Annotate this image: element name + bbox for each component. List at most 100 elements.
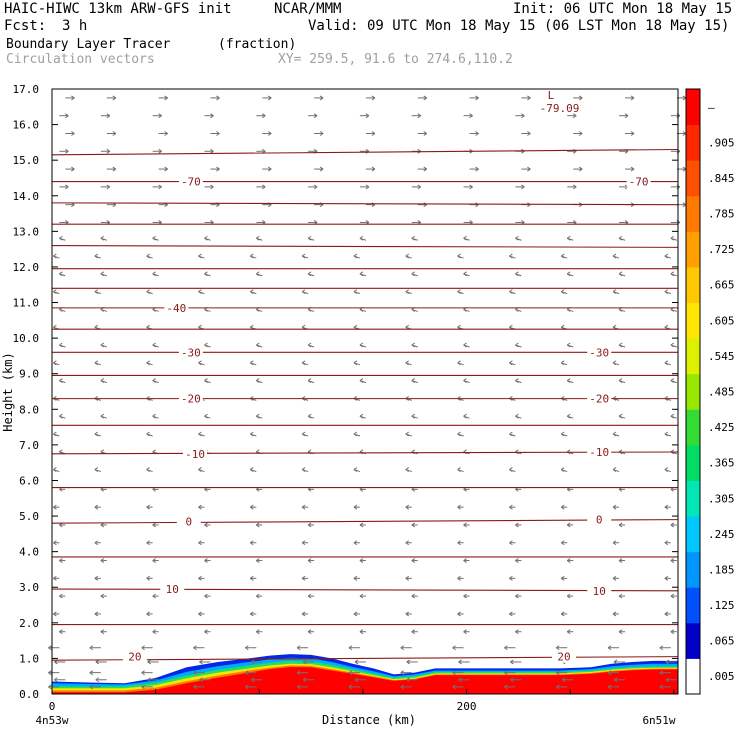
wind-vector (405, 467, 412, 473)
y-tick-label: 1.0 (19, 652, 39, 665)
wind-vector (94, 324, 101, 330)
wind-vector (307, 342, 315, 348)
wind-vector (359, 558, 366, 563)
colorbar-swatch (686, 622, 700, 659)
wind-vector (359, 271, 367, 277)
wind-vector (89, 684, 101, 690)
y-tick-label: 14.0 (13, 190, 40, 203)
colorbar-swatch (686, 551, 700, 588)
wind-vector (307, 629, 315, 635)
wind-vector (566, 413, 574, 419)
wind-vector (245, 670, 257, 676)
wind-vector (152, 184, 162, 190)
wind-vector (463, 593, 470, 599)
wind-vector (59, 148, 69, 154)
wind-vector (670, 558, 677, 563)
colorbar-swatch (686, 444, 700, 481)
contour-label: 10 (166, 583, 179, 596)
wind-vector (146, 289, 153, 295)
wind-vector (141, 645, 153, 651)
wind-vector (670, 522, 677, 528)
wind-vector (210, 95, 220, 101)
wind-vector (405, 540, 412, 546)
wind-vector (560, 431, 568, 437)
wind-vector (308, 184, 318, 190)
wind-vector (411, 113, 422, 119)
wind-vector (59, 629, 66, 635)
wind-vector (53, 611, 60, 617)
colorbar-label: .425 (708, 421, 735, 434)
x-left-endpoint: 4n53w (35, 714, 68, 727)
contour-label: -30 (589, 346, 609, 359)
wind-vector (53, 324, 60, 330)
wind-vector (515, 629, 522, 635)
wind-vector (411, 342, 418, 348)
wind-vector (308, 113, 318, 119)
contour-label: -30 (181, 346, 201, 359)
wind-vector (256, 558, 263, 563)
colorbar: .005 .065 .125 .185 .245 .305 .365 .425 .485 .545… (685, 88, 735, 695)
wind-vector (152, 148, 162, 154)
wind-vector (457, 467, 464, 473)
wind-vector (146, 540, 153, 546)
wind-vector (204, 271, 211, 277)
wind-vector (664, 504, 671, 510)
colorbar-label: .365 (708, 457, 735, 470)
wind-vector (417, 131, 428, 136)
contour-line (51, 588, 679, 592)
x-axis-title: Distance (km) (322, 713, 416, 727)
wind-vector (567, 184, 577, 190)
wind-vector (670, 378, 678, 384)
wind-vector (353, 575, 360, 581)
wind-vector (204, 522, 211, 528)
wind-vector (198, 360, 205, 366)
wind-vector (152, 235, 159, 241)
wind-vector (353, 431, 361, 437)
y-tick-label: 16.0 (13, 119, 40, 132)
wind-vector (94, 611, 101, 617)
wind-vector (158, 95, 168, 101)
wind-vector (560, 540, 568, 546)
wind-vector (509, 431, 516, 437)
wind-vector (665, 677, 677, 683)
wind-vector (457, 540, 464, 546)
wind-vector (100, 148, 111, 154)
wind-vector (405, 575, 412, 581)
wind-vector (314, 166, 324, 172)
wind-vector (521, 131, 531, 136)
wind-vector (100, 593, 107, 599)
wind-vector (515, 184, 525, 190)
wind-vector (65, 131, 75, 136)
wind-vector (417, 166, 428, 172)
wind-vector (463, 342, 470, 348)
wind-vector (618, 378, 626, 384)
wind-vector (613, 659, 626, 665)
wind-vector (146, 611, 153, 617)
wind-vector (262, 166, 272, 172)
wind-vector (250, 504, 257, 510)
colorbar-swatch (686, 587, 700, 624)
wind-vector (53, 431, 60, 437)
wind-vector (106, 131, 117, 136)
contour-label: -40 (166, 302, 186, 315)
wind-vector (146, 324, 153, 330)
wind-vector (612, 575, 620, 581)
wind-vector (560, 467, 568, 473)
wind-vector (411, 593, 418, 599)
wind-vector (417, 95, 428, 101)
wind-vector (509, 575, 516, 581)
wind-vector (613, 677, 626, 683)
wind-vector (612, 289, 620, 295)
wind-vector (555, 684, 568, 690)
wind-vector (262, 95, 272, 101)
wind-vector (198, 431, 205, 437)
wind-vector (250, 540, 257, 546)
wind-vector (400, 684, 412, 690)
y-tick-label: 0.0 (19, 688, 39, 701)
wind-vector (152, 629, 159, 635)
wind-vector (625, 166, 635, 172)
wind-vector (618, 413, 626, 419)
wind-vector (59, 593, 66, 599)
wind-vector (152, 342, 159, 348)
wind-vector (458, 677, 470, 683)
